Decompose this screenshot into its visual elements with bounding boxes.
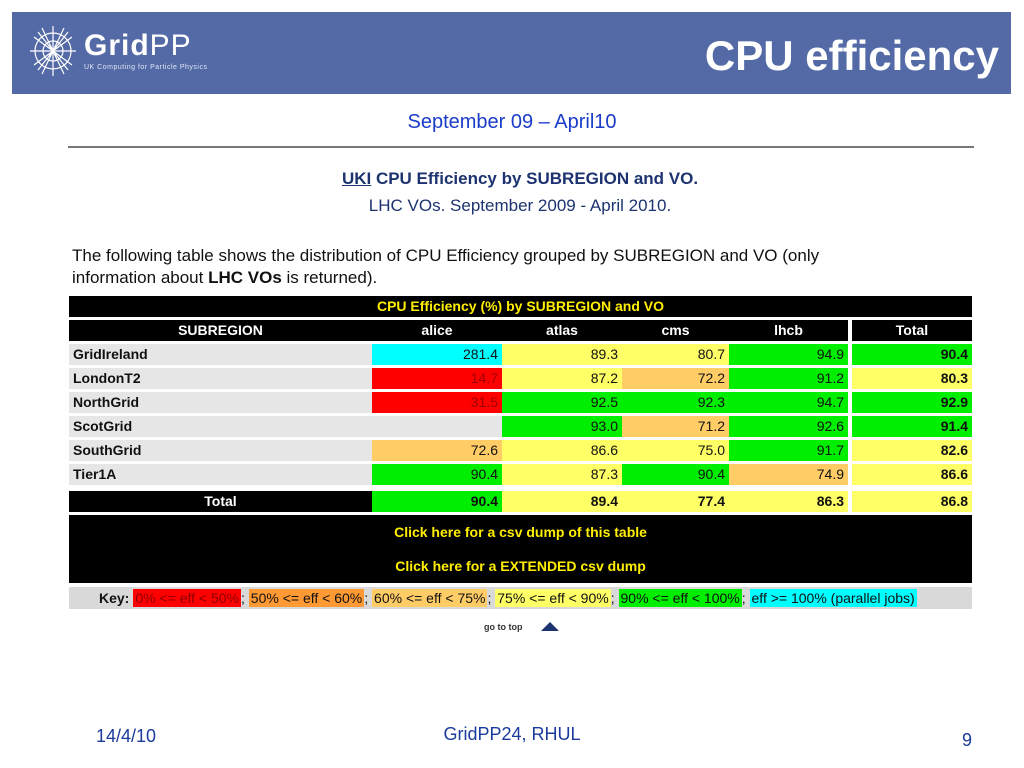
color-key: Key: 0% <= eff < 50%; 50% <= eff < 60%; 6… <box>69 587 972 609</box>
efficiency-cell <box>372 416 502 437</box>
header-lhcb: lhcb <box>729 320 848 341</box>
efficiency-cell: 91.2 <box>729 368 848 389</box>
efficiency-table: CPU Efficiency (%) by SUBREGION and VO S… <box>69 296 972 609</box>
efficiency-cell: 71.2 <box>622 416 729 437</box>
efficiency-cell: 31.5 <box>372 392 502 413</box>
up-arrow-icon[interactable] <box>541 622 559 631</box>
gridpp-logo-icon <box>30 26 76 76</box>
slide-subtitle: September 09 – April10 <box>407 111 617 133</box>
table-header-row: SUBREGION alice atlas cms lhcb Total <box>69 320 972 341</box>
efficiency-cell: 94.7 <box>729 392 848 413</box>
key-separator: ; <box>610 590 615 606</box>
header-cms: cms <box>622 320 729 341</box>
key-separator: ; <box>741 590 746 606</box>
header-subregion: SUBREGION <box>69 320 372 341</box>
logo-text-pp: PP <box>149 29 192 62</box>
efficiency-cell: 90.4 <box>852 344 972 365</box>
extended-csv-dump-link[interactable]: Click here for a EXTENDED csv dump <box>395 558 646 574</box>
slide-header: GridPP UK Computing for Particle Physics… <box>12 12 1011 94</box>
table-row: SouthGrid 72.6 86.6 75.0 91.7 82.6 <box>69 440 972 461</box>
efficiency-cell: 72.6 <box>372 440 502 461</box>
efficiency-cell: 86.8 <box>852 491 972 512</box>
efficiency-cell: 90.4 <box>372 464 502 485</box>
efficiency-cell: 90.4 <box>372 491 502 512</box>
efficiency-cell: 87.3 <box>502 464 622 485</box>
efficiency-cell: 74.9 <box>729 464 848 485</box>
desc-text-a: The following table shows the distributi… <box>72 246 820 287</box>
key-range-swatch: 60% <= eff < 75% <box>372 589 488 607</box>
efficiency-cell: 90.4 <box>622 464 729 485</box>
key-label: Key: <box>99 590 130 606</box>
subregion-name: SouthGrid <box>69 440 372 461</box>
csv-links: Click here for a csv dump of this table … <box>69 515 972 583</box>
efficiency-cell: 92.6 <box>729 416 848 437</box>
table-total-row: Total 90.4 89.4 77.4 86.3 86.8 <box>69 491 972 512</box>
page-number: 9 <box>962 730 973 750</box>
subregion-name: NorthGrid <box>69 392 372 413</box>
subregion-name: Tier1A <box>69 464 372 485</box>
key-range-swatch: 50% <= eff < 60% <box>248 589 365 607</box>
efficiency-cell: 86.3 <box>729 491 848 512</box>
efficiency-cell: 92.5 <box>502 392 622 413</box>
report-subtitle: LHC VOs. September 2009 - April 2010. <box>368 196 672 215</box>
subregion-name: GridIreland <box>69 344 372 365</box>
efficiency-cell: 75.0 <box>622 440 729 461</box>
efficiency-cell: 92.9 <box>852 392 972 413</box>
key-range-swatch: 90% <= eff < 100% <box>618 589 742 607</box>
table-row: GridIreland 281.4 89.3 80.7 94.9 90.4 <box>69 344 972 365</box>
table-row: LondonT2 14.7 87.2 72.2 91.2 80.3 <box>69 368 972 389</box>
divider <box>68 146 974 148</box>
desc-text-b: is returned). <box>281 268 378 287</box>
logo-wordmark: GridPP <box>84 29 192 63</box>
key-separator: ; <box>241 590 245 606</box>
report-title: UKI CPU Efficiency by SUBREGION and VO. <box>0 169 1024 189</box>
desc-text-bold: LHC VOs <box>208 268 282 287</box>
header-alice: alice <box>372 320 502 341</box>
efficiency-cell: 92.3 <box>622 392 729 413</box>
key-range-swatch: 0% <= eff < 50% <box>133 589 242 607</box>
header-atlas: atlas <box>502 320 622 341</box>
efficiency-cell: 281.4 <box>372 344 502 365</box>
key-separator: ; <box>364 590 369 606</box>
efficiency-cell: 89.4 <box>502 491 622 512</box>
efficiency-cell: 14.7 <box>372 368 502 389</box>
header-total: Total <box>852 320 972 341</box>
table-row: Tier1A 90.4 87.3 90.4 74.9 86.6 <box>69 464 972 485</box>
efficiency-cell: 86.6 <box>852 464 972 485</box>
key-separator: ; <box>487 590 492 606</box>
logo-text-grid: Grid <box>84 29 150 62</box>
report-title-text: CPU Efficiency by SUBREGION and VO. <box>371 169 699 188</box>
efficiency-cell: 82.6 <box>852 440 972 461</box>
efficiency-cell: 80.3 <box>852 368 972 389</box>
efficiency-cell: 80.7 <box>622 344 729 365</box>
footer-event: GridPP24, RHUL <box>443 724 581 744</box>
go-to-top-link[interactable]: go to top <box>484 622 523 632</box>
table-row: ScotGrid 93.0 71.2 92.6 91.4 <box>69 416 972 437</box>
efficiency-cell: 72.2 <box>622 368 729 389</box>
efficiency-cell: 89.3 <box>502 344 622 365</box>
efficiency-cell: 87.2 <box>502 368 622 389</box>
table-caption: CPU Efficiency (%) by SUBREGION and VO <box>69 296 972 317</box>
efficiency-cell: 77.4 <box>622 491 729 512</box>
slide-title: CPU efficiency <box>704 32 999 79</box>
footer-date: 14/4/10 <box>96 726 157 746</box>
efficiency-cell: 91.4 <box>852 416 972 437</box>
efficiency-cell: 91.7 <box>729 440 848 461</box>
table-body: GridIreland 281.4 89.3 80.7 94.9 90.4 LondonT2… <box>69 344 972 512</box>
subregion-name: ScotGrid <box>69 416 372 437</box>
efficiency-cell: 93.0 <box>502 416 622 437</box>
report-title-uki-link[interactable]: UKI <box>341 169 372 188</box>
efficiency-cell: 86.6 <box>502 440 622 461</box>
total-label: Total <box>69 491 372 512</box>
logo-tagline: UK Computing for Particle Physics <box>84 64 208 71</box>
csv-dump-link[interactable]: Click here for a csv dump of this table <box>394 524 647 540</box>
subregion-name: LondonT2 <box>69 368 372 389</box>
key-range-swatch: eff >= 100% (parallel jobs) <box>749 589 917 607</box>
report-description: The following table shows the distributi… <box>72 245 892 289</box>
table-row: NorthGrid 31.5 92.5 92.3 94.7 92.9 <box>69 392 972 413</box>
efficiency-cell: 94.9 <box>729 344 848 365</box>
key-range-swatch: 75% <= eff < 90% <box>495 589 611 607</box>
